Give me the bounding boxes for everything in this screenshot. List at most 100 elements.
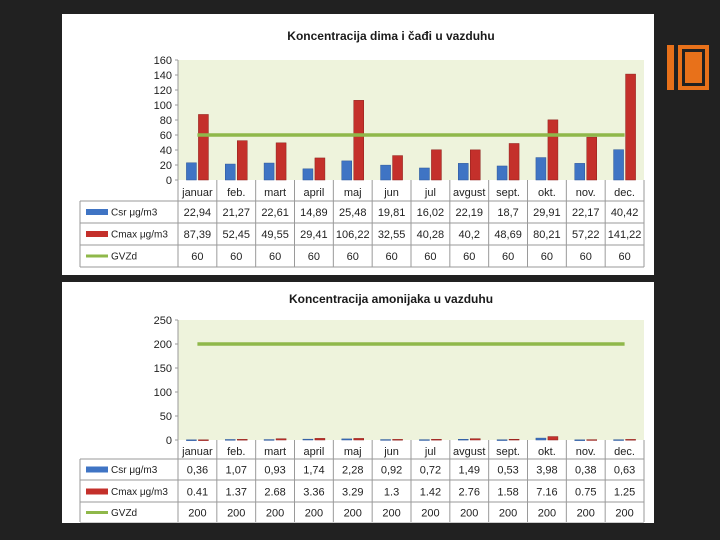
legend-key-cmax: [86, 231, 108, 237]
data-table-cell: 141,22: [608, 229, 642, 241]
bar-csr: [535, 437, 547, 441]
x-category-label: dec.: [614, 446, 635, 458]
data-table-cell: 200: [382, 508, 400, 520]
data-table-cell: 200: [266, 508, 284, 520]
data-table-cell: 40,42: [611, 207, 639, 219]
x-category-label: feb.: [227, 187, 245, 199]
y-tick-label: 0: [166, 435, 172, 447]
data-table-cell: 1.58: [497, 487, 518, 499]
bar-csr: [419, 167, 430, 181]
data-table-cell: 106,22: [336, 229, 370, 241]
legend-series-name: Csr μg/m3: [111, 208, 158, 219]
data-table-cell: 60: [580, 251, 592, 263]
x-category-label: jul: [424, 446, 436, 458]
x-category-label: april: [304, 446, 325, 458]
data-table-cell: 0,36: [187, 465, 208, 477]
y-tick-label: 140: [154, 70, 172, 82]
accent-bar-box: [678, 45, 709, 90]
y-tick-label: 20: [160, 160, 172, 172]
x-category-label: nov.: [576, 446, 596, 458]
y-tick-label: 100: [154, 100, 172, 112]
accent-bar-thin: [667, 45, 674, 90]
data-table-cell: 2.68: [264, 487, 285, 499]
data-table-cell: 22,94: [184, 207, 212, 219]
bar-csr: [458, 163, 469, 181]
x-category-label: januar: [181, 446, 213, 458]
data-table-cell: 60: [308, 251, 320, 263]
y-tick-label: 0: [166, 175, 172, 187]
bar-cmax: [625, 73, 636, 181]
y-tick-label: 250: [154, 315, 172, 327]
data-table-cell: 49,55: [261, 229, 289, 241]
bar-csr: [574, 439, 585, 441]
y-tick-label: 120: [154, 85, 172, 97]
data-table-cell: 200: [305, 508, 323, 520]
data-table-cell: 1.25: [614, 487, 635, 499]
bar-cmax: [470, 149, 481, 181]
bar-csr: [341, 160, 352, 181]
bar-cmax: [275, 142, 287, 181]
data-table-cell: 3.36: [303, 487, 324, 499]
data-table-cell: 0.41: [187, 487, 208, 499]
legend-key-csr: [86, 466, 108, 473]
bar-csr: [263, 439, 275, 441]
data-table-cell: 1,74: [303, 465, 324, 477]
data-table-cell: 29,91: [533, 207, 561, 219]
bar-cmax: [353, 100, 364, 181]
chart-smoke-soot: Koncentracija dima i čađi u vazduhu 160 14…: [79, 29, 645, 268]
bar-csr: [225, 439, 236, 441]
legend-series-name: Cmax μg/m3: [111, 487, 168, 498]
data-table-cell: 32,55: [378, 229, 406, 241]
data-table-cell: 21,27: [222, 207, 250, 219]
legend-series-name: GVZd: [111, 508, 137, 519]
x-category-label: maj: [344, 187, 362, 199]
y-tick-label: 50: [160, 411, 172, 423]
bar-csr: [613, 149, 624, 181]
plot-area: [178, 60, 644, 180]
bar-csr: [186, 162, 197, 181]
data-table-cell: 200: [227, 508, 245, 520]
bar-csr: [613, 439, 624, 441]
data-table-cell: 25,48: [339, 207, 367, 219]
data-table-cell: 60: [230, 251, 242, 263]
data-table-cell: 0,38: [575, 465, 596, 477]
y-tick-label: 80: [160, 115, 172, 127]
legend-key-cmax: [86, 488, 108, 495]
data-table-cell: 7.16: [536, 487, 557, 499]
x-category-label: maj: [344, 446, 362, 458]
bar-csr: [496, 439, 508, 441]
bar-csr: [458, 439, 469, 441]
bar-cmax: [198, 439, 209, 441]
bar-cmax: [547, 436, 559, 441]
chart-panel-smoke: Koncentracija dima i čađi u vazduhu 160 14…: [62, 14, 654, 275]
bar-csr: [263, 162, 275, 181]
data-table-cell: 200: [577, 508, 595, 520]
x-category-label: sept.: [496, 187, 520, 199]
bar-cmax: [547, 119, 559, 181]
bar-csr: [496, 165, 508, 181]
bar-cmax: [275, 438, 287, 441]
data-table-cell: 200: [499, 508, 517, 520]
x-category-label: jun: [383, 187, 399, 199]
data-table-cell: 1,49: [459, 465, 480, 477]
x-category-label: avgust: [453, 187, 485, 199]
data-table-cell: 200: [344, 508, 362, 520]
data-table-cell: 29,41: [300, 229, 328, 241]
bar-cmax: [237, 439, 248, 441]
bar-csr: [419, 439, 430, 441]
chart-title: Koncentracija dima i čađi u vazduhu: [287, 29, 494, 43]
x-category-label: sept.: [496, 446, 520, 458]
data-table-cell: 1,07: [226, 465, 247, 477]
data-table-cell: 0,72: [420, 465, 441, 477]
data-table-cell: 200: [421, 508, 439, 520]
data-table-cell: 40,28: [417, 229, 445, 241]
data-table-cell: 60: [385, 251, 397, 263]
legend-series-name: Csr μg/m3: [111, 465, 158, 476]
data-table-cell: 14,89: [300, 207, 328, 219]
bar-cmax: [508, 143, 520, 181]
data-table-cell: 2.76: [459, 487, 480, 499]
bar-csr: [302, 168, 314, 181]
y-tick-label: 100: [154, 387, 172, 399]
data-table-cell: 0,93: [264, 465, 285, 477]
data-table-cell: 200: [538, 508, 556, 520]
